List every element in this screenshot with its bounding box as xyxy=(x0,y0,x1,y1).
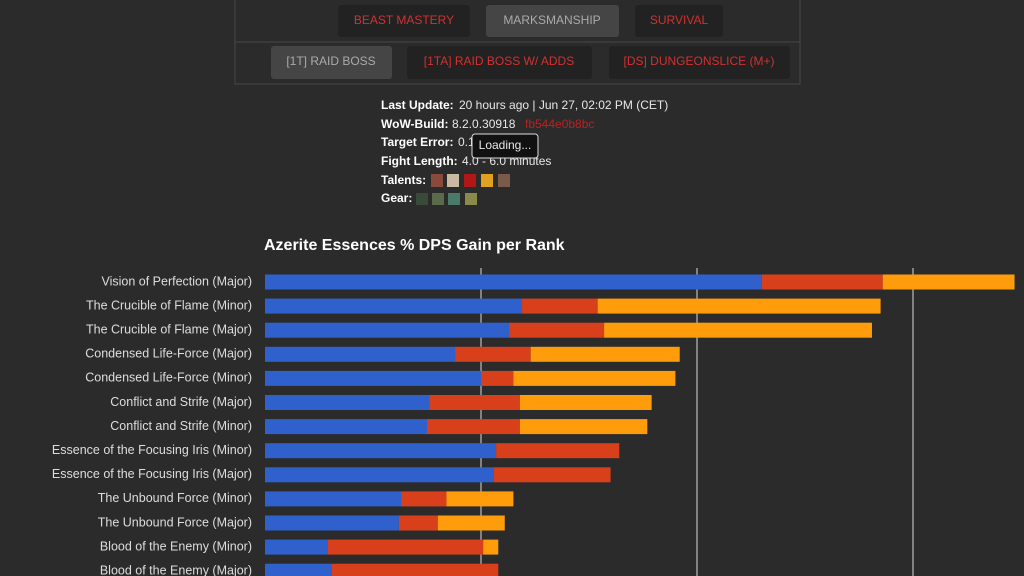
bar-segment xyxy=(265,322,510,338)
gear-icons xyxy=(416,193,477,205)
category-label: Blood of the Enemy (Major) xyxy=(100,563,252,576)
category-label: Blood of the Enemy (Minor) xyxy=(100,539,252,553)
bar-segment xyxy=(481,370,514,386)
bar-segment xyxy=(597,298,881,314)
bar-segment xyxy=(513,370,676,386)
info-label: Fight Length: xyxy=(381,154,458,168)
bar-segment xyxy=(265,395,430,410)
bar-segment xyxy=(398,515,438,531)
info-value: 0.1 xyxy=(458,135,475,149)
chart: Azerite Essences % DPS Gain per Rank Vis… xyxy=(52,237,1015,576)
info-label: Target Error: xyxy=(381,135,453,149)
bar-segment xyxy=(429,395,520,410)
talent-icons xyxy=(431,174,510,187)
category-label: The Crucible of Flame (Minor) xyxy=(86,298,252,312)
bar-segment xyxy=(265,515,399,531)
category-label: Conflict and Strife (Major) xyxy=(110,395,252,409)
gear-icon[interactable] xyxy=(416,193,428,205)
gear-icon[interactable] xyxy=(432,193,444,205)
spec-button[interactable] xyxy=(635,5,723,37)
mode-button[interactable] xyxy=(271,46,392,79)
bar-segment xyxy=(882,274,1015,290)
mode-button-label[interactable]: [1T] RAID BOSS xyxy=(286,54,375,68)
spec-button-label[interactable]: MARKSMANSHIP xyxy=(503,13,600,27)
bar-segment xyxy=(530,346,680,362)
bar-segment xyxy=(265,491,402,507)
bar-segment xyxy=(265,298,523,314)
bar-segment xyxy=(483,539,499,555)
chart-title: Azerite Essences % DPS Gain per Rank xyxy=(264,237,565,254)
bar-segment xyxy=(327,539,484,555)
bar-segment xyxy=(519,395,652,410)
info-label: Last Update: xyxy=(381,98,454,112)
mode-button[interactable] xyxy=(407,46,592,79)
category-label: Conflict and Strife (Minor) xyxy=(110,419,252,433)
bar-segment xyxy=(427,419,520,435)
bar-segment xyxy=(519,419,648,435)
build-link[interactable]: fb544e0b8bc xyxy=(525,117,594,131)
category-label: The Unbound Force (Minor) xyxy=(98,491,252,505)
bar-segment xyxy=(265,539,328,555)
info-label: Gear: xyxy=(381,191,412,205)
bar-segment xyxy=(265,443,497,459)
spec-button[interactable] xyxy=(486,5,619,37)
bar-segment xyxy=(265,467,494,483)
bar-segment xyxy=(265,419,427,435)
gear-icon[interactable] xyxy=(465,193,477,205)
category-label: Vision of Perfection (Major) xyxy=(101,274,252,288)
mode-button-label[interactable]: [1TA] RAID BOSS W/ ADDS xyxy=(424,54,574,68)
gear-icon[interactable] xyxy=(448,193,460,205)
bar-segment xyxy=(761,274,883,290)
bar-segment xyxy=(401,491,447,507)
bar-segment xyxy=(265,346,456,362)
category-label: The Crucible of Flame (Major) xyxy=(86,322,252,336)
bar-segment xyxy=(437,515,505,531)
bar-segment xyxy=(455,346,531,362)
tooltip-text: Loading... xyxy=(479,138,532,152)
talent-icon[interactable] xyxy=(498,174,510,187)
bar-segment xyxy=(522,298,598,314)
spec-button-label[interactable]: SURVIVAL xyxy=(650,13,709,27)
talent-icon[interactable] xyxy=(464,174,476,187)
category-label: Essence of the Focusing Iris (Major) xyxy=(52,467,252,481)
tooltip xyxy=(471,133,539,159)
bar-segment xyxy=(446,491,514,507)
bar-segment xyxy=(331,563,499,576)
info-label: WoW-Build: xyxy=(381,117,449,131)
category-label: The Unbound Force (Major) xyxy=(98,515,252,529)
bar-segment xyxy=(604,322,872,338)
bar-segment xyxy=(493,467,611,483)
mode-button[interactable] xyxy=(609,46,790,79)
category-label: Essence of the Focusing Iris (Minor) xyxy=(52,443,252,457)
talent-icon[interactable] xyxy=(447,174,459,187)
info-label: Talents: xyxy=(381,173,426,187)
category-label: Condensed Life-Force (Major) xyxy=(85,347,252,361)
talent-icon[interactable] xyxy=(431,174,443,187)
mode-button-label[interactable]: [DS] DUNGEONSLICE (M+) xyxy=(623,54,774,68)
bar-segment xyxy=(509,322,605,338)
spec-button-label[interactable]: BEAST MASTERY xyxy=(354,13,454,27)
spec-button[interactable] xyxy=(338,5,470,37)
info-value: 8.2.0.30918 xyxy=(452,117,516,131)
category-label: Condensed Life-Force (Minor) xyxy=(85,371,252,385)
bar-segment xyxy=(265,370,481,386)
bar-segment xyxy=(265,563,332,576)
talent-icon[interactable] xyxy=(481,174,493,187)
info-value: 20 hours ago | Jun 27, 02:02 PM (CET) xyxy=(459,98,668,112)
bar-segment xyxy=(265,274,762,290)
bar-segment xyxy=(496,443,620,459)
